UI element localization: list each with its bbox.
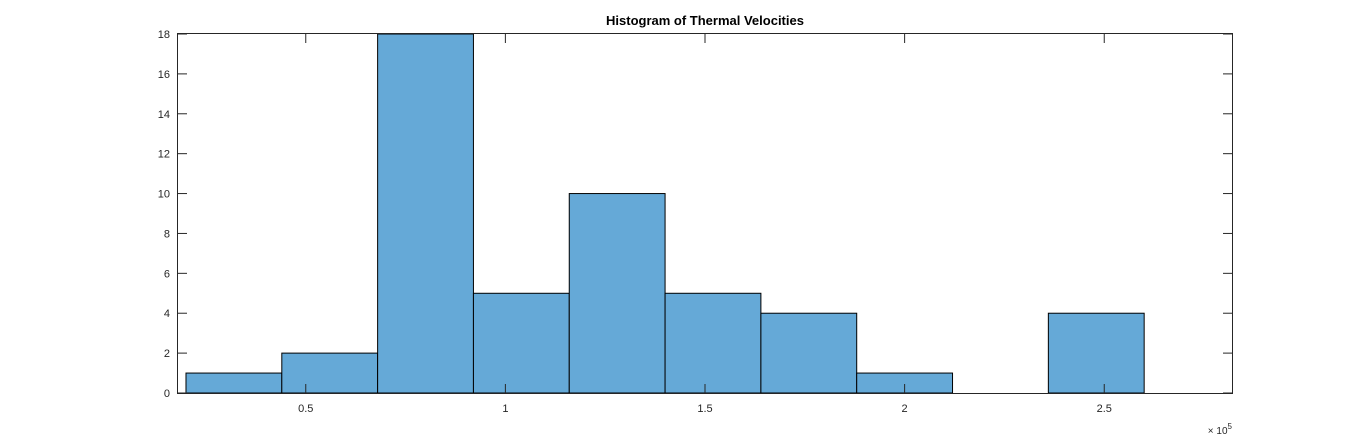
x-axis-exponent: × 105 — [1208, 422, 1233, 437]
x-tick-label: 1 — [502, 403, 508, 415]
y-tick-label: 10 — [158, 189, 170, 201]
y-tick-label: 16 — [158, 69, 170, 81]
y-tick-label: 0 — [164, 388, 170, 400]
y-tick-label: 4 — [164, 308, 170, 320]
histogram-bar — [568, 193, 666, 394]
histogram-bar — [281, 352, 379, 394]
chart-title: Histogram of Thermal Velocities — [606, 13, 804, 28]
x-tick-label: 2.5 — [1097, 403, 1112, 415]
histogram-bar — [664, 292, 762, 394]
histogram-bar — [1047, 312, 1145, 394]
histogram-bar — [377, 33, 474, 394]
y-tick-label: 12 — [158, 149, 170, 161]
y-tick-label: 2 — [164, 348, 170, 360]
y-axis-ticks: 0 2 4 6 8 10 12 14 16 18 — [158, 29, 1232, 400]
y-tick-label: 14 — [158, 109, 170, 121]
y-tick-label: 6 — [164, 268, 170, 280]
plot-area-frame — [177, 33, 1233, 394]
histogram-bar — [185, 372, 283, 394]
histogram-bar — [472, 292, 570, 394]
histogram-bar — [760, 312, 858, 394]
x-tick-label: 2 — [902, 403, 908, 415]
x-axis-ticks: 0.5 1 1.5 2 2.5 — [298, 34, 1112, 415]
y-tick-label: 8 — [164, 228, 170, 240]
x-tick-label: 0.5 — [298, 403, 313, 415]
histogram-bars — [185, 33, 1145, 394]
x-tick-label: 1.5 — [697, 403, 712, 415]
y-tick-label: 18 — [158, 29, 170, 41]
